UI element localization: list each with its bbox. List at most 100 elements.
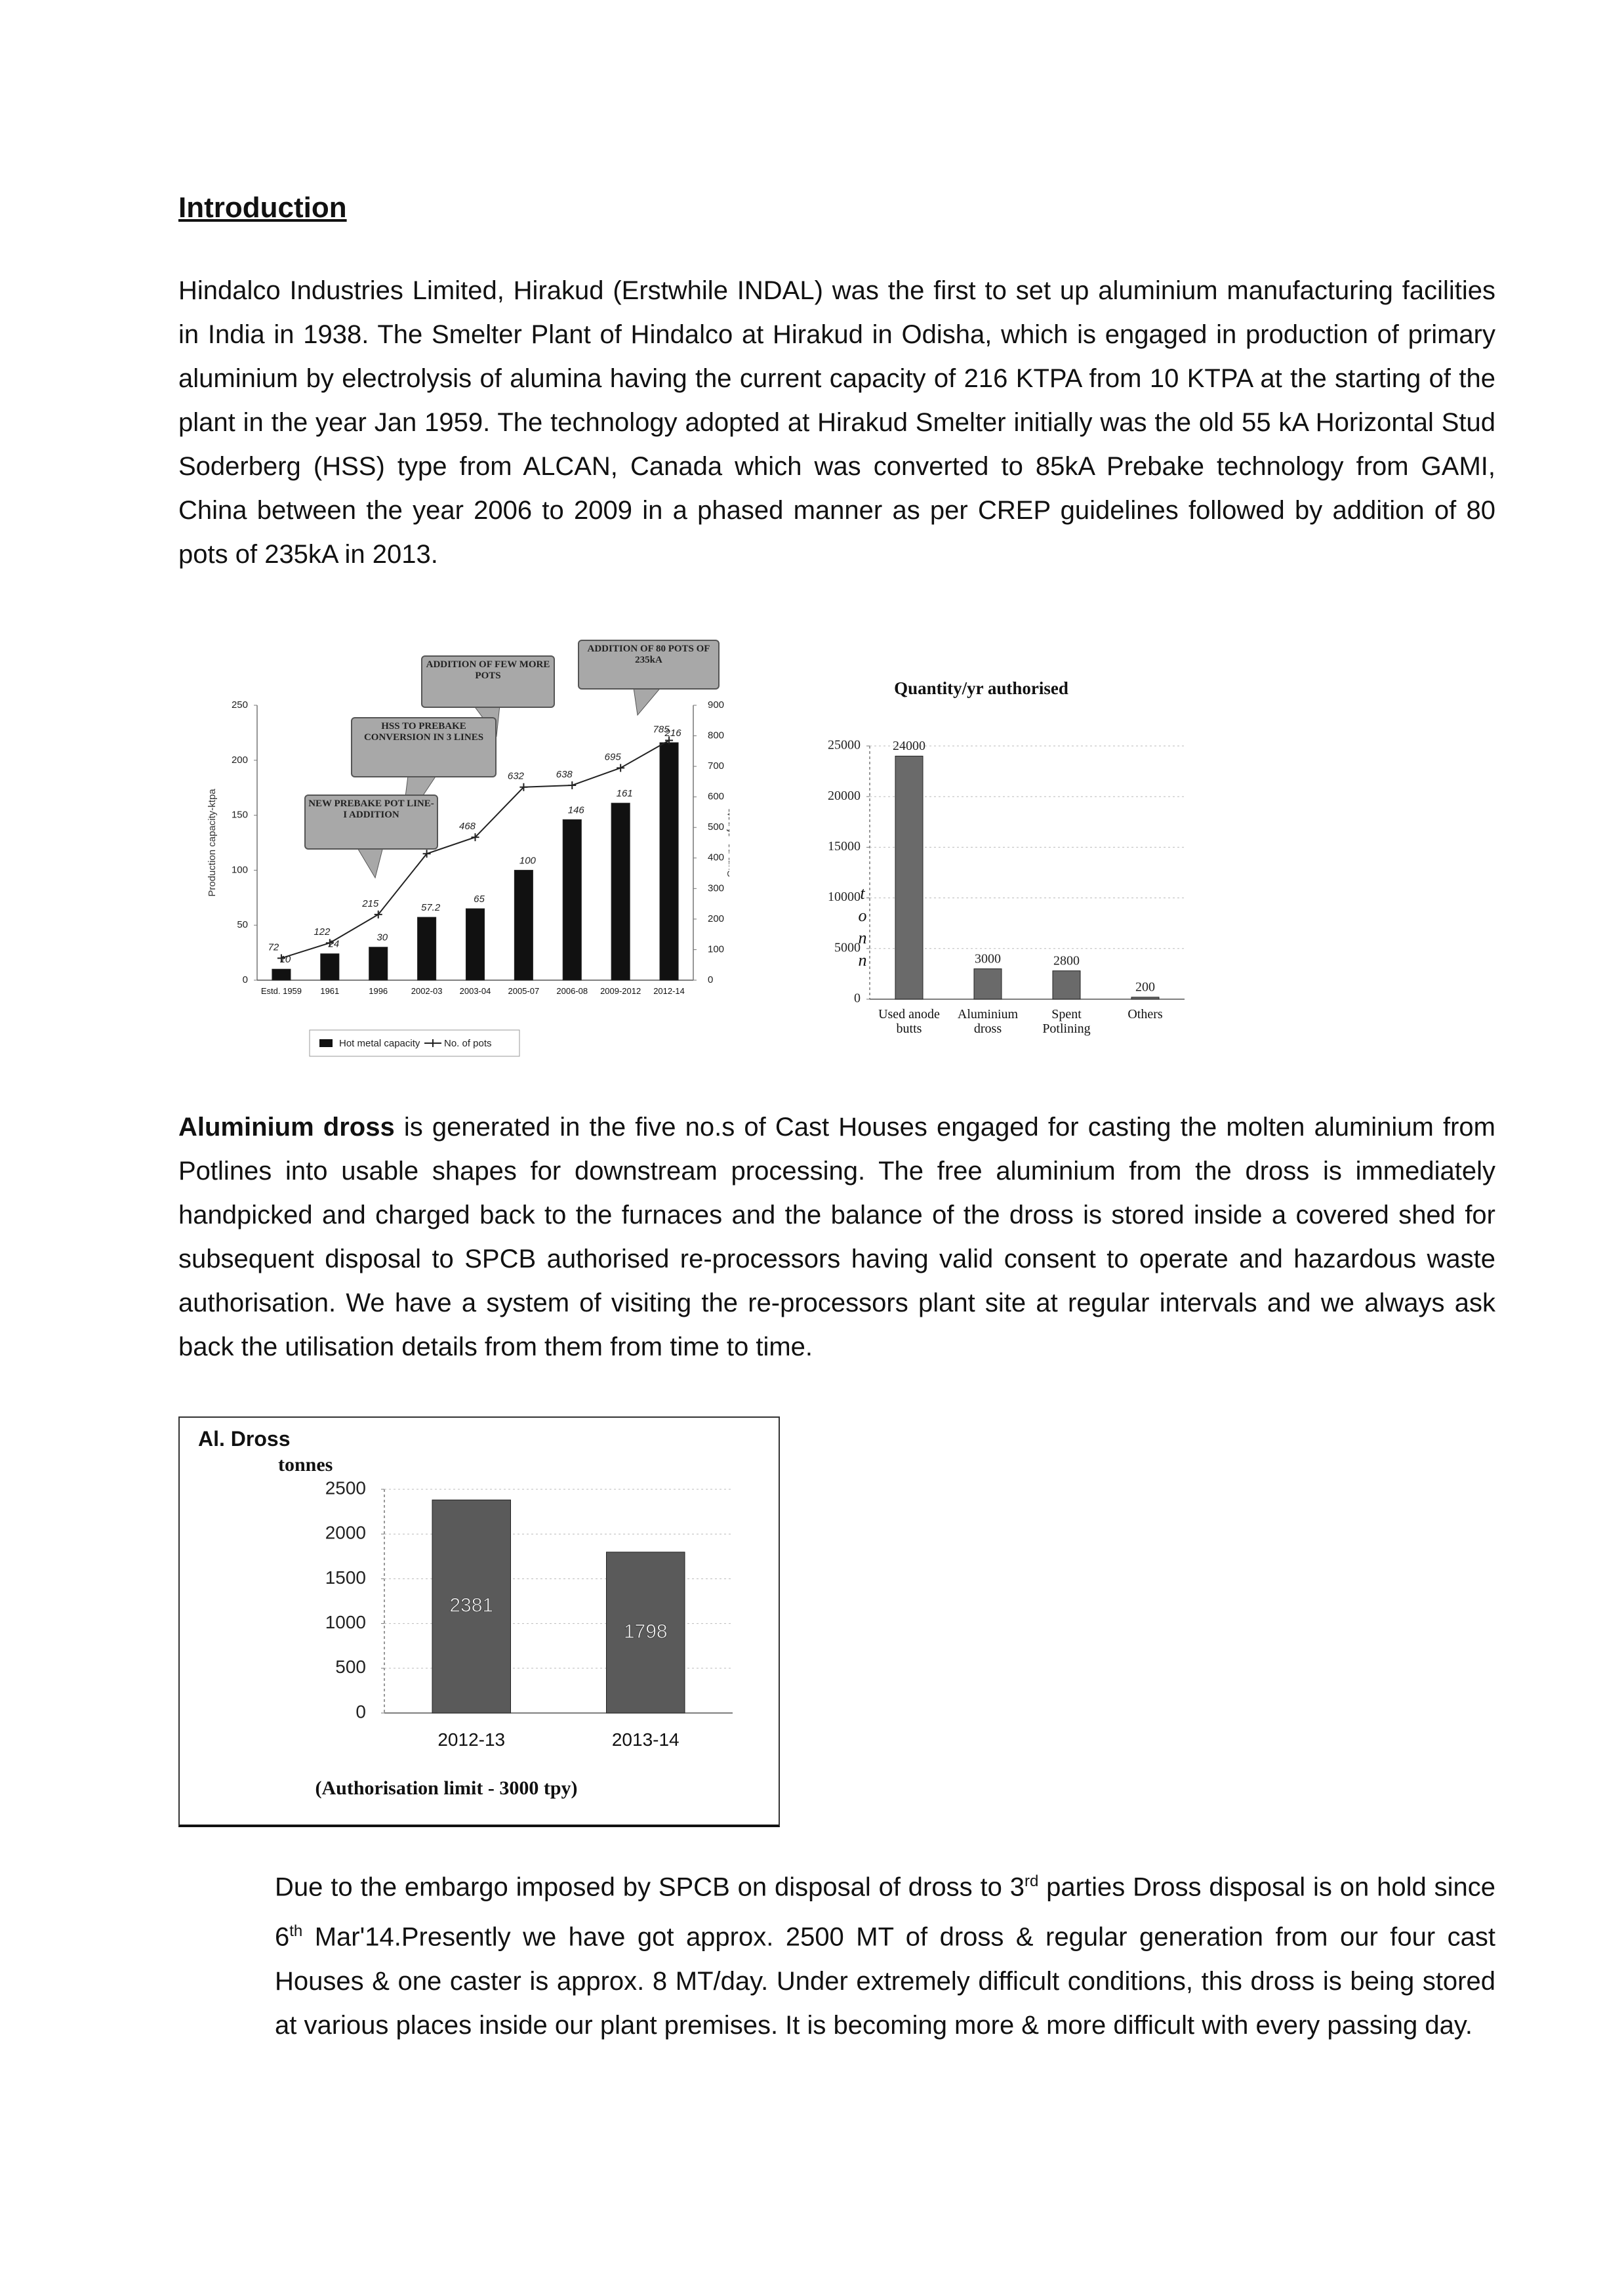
y2-tick-label: 400 [708, 852, 724, 863]
y2-tick-label: 200 [708, 913, 724, 924]
y-tick-label: 2500 [325, 1477, 366, 1498]
y-tick-label: 1500 [325, 1567, 366, 1588]
y-tick-label: 5000 [834, 940, 861, 955]
data-label: 100 [519, 855, 537, 866]
data-label: 57.2 [421, 902, 441, 913]
x-tick-label: 2006-08 [556, 986, 588, 996]
x-tick-label: Others [1127, 1007, 1163, 1022]
y-tick-label: 0 [243, 974, 248, 985]
data-label: 3000 [975, 951, 1001, 966]
data-label: 468 [459, 821, 476, 832]
y-tick-label: 2000 [325, 1523, 366, 1543]
bar [1052, 970, 1081, 1000]
x-tick-label: 1996 [369, 986, 388, 996]
data-label: 122 [314, 926, 331, 938]
chart-svg: 0 500 1000 1500 2000 2500 2381 1798 [325, 1477, 733, 1722]
y2-tick-label: 100 [708, 943, 724, 955]
y-tick-label: 200 [232, 754, 248, 766]
y-tick-label: 10000 [828, 890, 861, 904]
chart: 0 50 100 150 200 250 0 100 200 300 400 500 600 700 800… [205, 630, 729, 1063]
heading: Introduction [178, 192, 347, 224]
y-tick-label: 20000 [828, 789, 861, 803]
data-label: 638 [556, 769, 573, 780]
x-tick-label: Spent Potlining [1042, 1007, 1091, 1036]
text: Due to the embargo imposed by SPCB on di… [275, 1872, 1025, 1902]
bar [432, 1499, 511, 1714]
chart-svg: 0 50 100 150 200 250 0 100 200 300 400 500 600 700 800… [207, 686, 729, 1057]
data-label: 24 [327, 939, 339, 950]
bar [320, 953, 340, 981]
bar [611, 802, 630, 981]
bar [1131, 997, 1160, 1000]
x-tick-label: 2003-04 [459, 986, 491, 996]
y-axis-label: Production capacity-ktpa [207, 789, 218, 897]
data-label: 10 [280, 954, 291, 965]
line-marker [277, 954, 285, 962]
data-label: 146 [568, 804, 585, 815]
annotation: HSS TO PREBAKE CONVERSION IN 3 LINES [351, 717, 497, 777]
y2-tick-label: 0 [708, 974, 713, 985]
data-label: 161 [617, 788, 633, 799]
y-tick-label: 25000 [828, 738, 861, 753]
y-tick-label: 1000 [325, 1612, 366, 1632]
legend-label: Hot metal capacity [339, 1038, 420, 1049]
line-marker [422, 850, 431, 858]
text: is generated in the five no.s of Cast Ho… [178, 1113, 1495, 1361]
bold-text: Aluminium dross [178, 1113, 395, 1142]
bar [417, 917, 437, 981]
bar [606, 1552, 685, 1714]
y-axis-label: tonnes [278, 1454, 333, 1476]
chart: 0 5000 10000 15000 20000 25000 24000 3000 2800 20… [739, 669, 1224, 1063]
x-tick-label: 2012-14 [653, 986, 685, 996]
x-tick-label: Aluminium dross [957, 1007, 1019, 1036]
chart-title: Al. Dross [198, 1427, 291, 1451]
superscript: rd [1024, 1872, 1039, 1890]
data-label: 1798 [624, 1620, 668, 1642]
y-tick-label: 0 [854, 991, 861, 1006]
line-marker [471, 833, 479, 842]
annotation: ADDITION OF FEW MORE POTS [421, 655, 555, 708]
line-marker [568, 781, 577, 789]
x-tick-label: 2002-03 [411, 986, 443, 996]
paragraph: Hindalco Industries Limited, Hirakud (Er… [178, 276, 1495, 569]
x-tick-label: Estd. 1959 [260, 986, 302, 996]
data-label: 785 [653, 724, 670, 735]
x-tick-label: 2013-14 [611, 1729, 680, 1750]
y-tick-label: 15000 [828, 839, 861, 854]
data-label: 72 [268, 941, 279, 953]
callout-pointer [356, 846, 384, 879]
y2-tick-label: 500 [708, 821, 724, 833]
y-tick-label: 150 [232, 810, 248, 821]
x-tick-label: 2009-2012 [600, 986, 641, 996]
x-tick-label: 1961 [320, 986, 340, 996]
bar [272, 968, 291, 981]
text: Mar'14.Presently we have got approx. 250… [275, 1922, 1495, 2040]
x-tick-label: Used anode butts [878, 1007, 940, 1036]
chart-title: Quantity/yr authorised [894, 678, 1068, 698]
line-marker [374, 910, 382, 918]
data-label: 65 [474, 894, 485, 905]
data-label: 24000 [893, 739, 925, 753]
y-tick-label: 250 [232, 699, 248, 711]
y2-tick-label: 800 [708, 730, 724, 741]
text: parties Dross disposal is on hold since … [275, 1872, 1496, 1952]
line-marker [325, 939, 334, 947]
paragraph: Aluminium dross is generated in the five… [178, 1105, 1495, 1369]
data-label: 695 [605, 751, 622, 762]
y2-tick-label: 600 [708, 791, 724, 802]
y-axis-label: tonn [858, 884, 867, 970]
callout-pointer [633, 686, 662, 716]
legend-swatch [424, 1039, 441, 1047]
bar [973, 968, 1002, 1000]
line-marker [665, 736, 674, 745]
data-label: 2381 [449, 1595, 493, 1617]
data-label: 216 [664, 728, 682, 739]
y-tick-label: 50 [237, 919, 248, 930]
data-label: 632 [508, 771, 525, 782]
y2-tick-label: 700 [708, 760, 724, 772]
y2-tick-label: 900 [708, 699, 724, 711]
bar [895, 755, 924, 1000]
bar [465, 908, 485, 981]
y2-tick-label: 300 [708, 882, 724, 894]
